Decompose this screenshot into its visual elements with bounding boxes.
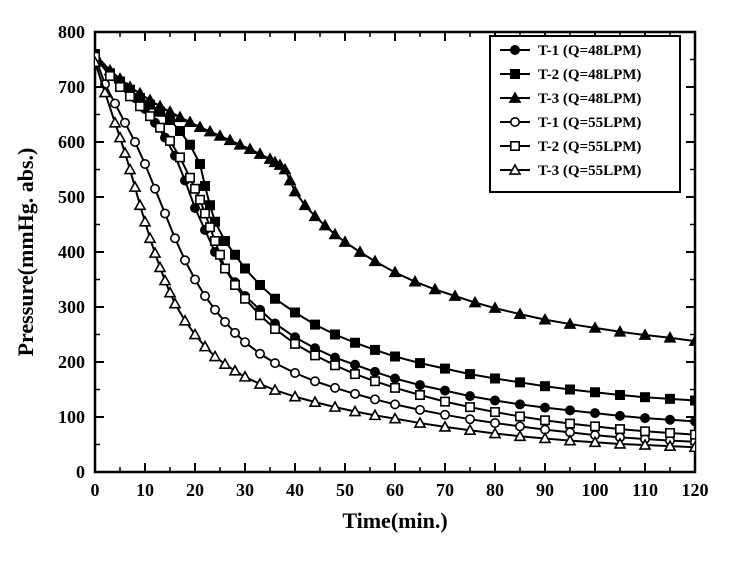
legend-item-label: T-2 (Q=55LPM) [538, 139, 641, 155]
svg-text:10: 10 [136, 480, 154, 500]
svg-text:20: 20 [186, 480, 204, 500]
legend-item-label: T-3 (Q=48LPM) [538, 91, 641, 107]
legend-item-label: T-2 (Q=48LPM) [538, 67, 641, 83]
svg-text:100: 100 [582, 480, 609, 500]
svg-text:200: 200 [58, 352, 85, 372]
legend-item-label: T-1 (Q=48LPM) [538, 43, 641, 59]
svg-text:600: 600 [58, 132, 85, 152]
legend-item-label: T-3 (Q=55LPM) [538, 163, 641, 179]
svg-text:120: 120 [682, 480, 709, 500]
svg-text:60: 60 [386, 480, 404, 500]
legend-item-label: T-1 (Q=55LPM) [538, 115, 641, 131]
x-axis-label: Time(min.) [342, 508, 447, 533]
svg-text:40: 40 [286, 480, 304, 500]
pressure-time-chart: 0 10 20 30 40 50 60 70 80 90 100 110 120 0 100 200 300 40… [0, 0, 736, 578]
chart-container: { "chart": { "type": "line", "background… [0, 0, 736, 578]
svg-text:90: 90 [536, 480, 554, 500]
svg-text:400: 400 [58, 242, 85, 262]
svg-text:500: 500 [58, 187, 85, 207]
svg-text:30: 30 [236, 480, 254, 500]
svg-text:0: 0 [91, 480, 100, 500]
svg-text:110: 110 [632, 480, 658, 500]
svg-text:100: 100 [58, 407, 85, 427]
y-axis-label: Pressure(mmHg. abs.) [13, 148, 38, 357]
svg-text:700: 700 [58, 77, 85, 97]
svg-text:70: 70 [436, 480, 454, 500]
svg-text:800: 800 [58, 22, 85, 42]
svg-text:50: 50 [336, 480, 354, 500]
svg-text:300: 300 [58, 297, 85, 317]
svg-text:0: 0 [76, 462, 85, 482]
svg-text:80: 80 [486, 480, 504, 500]
